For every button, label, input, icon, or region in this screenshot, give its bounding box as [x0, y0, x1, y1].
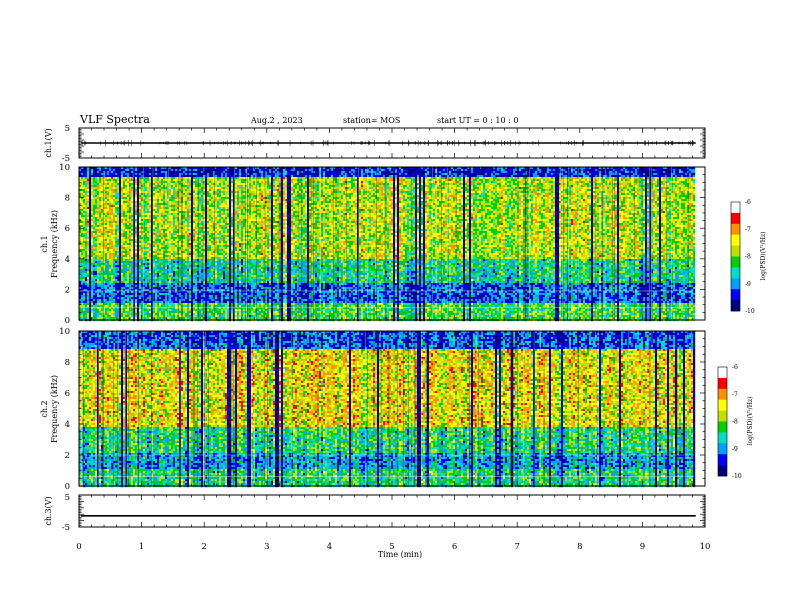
ch1-colorbar-tick-m7: -7	[745, 226, 751, 233]
ch2-colorbar: -6 -7 -8 -9 -10 log(PSD)(V²/Hz)	[718, 364, 754, 480]
ch1-yticks: 0 2 4 6 8 10	[59, 163, 70, 326]
ch1-frequency-ylabel: Frequency (kHz)	[50, 210, 59, 278]
ch2-colorbar-tick-m10: -10	[732, 473, 742, 480]
ch1-colorbar-label: log(PSD)(V²/Hz)	[760, 232, 767, 281]
ch2-spectrogram-image	[79, 331, 695, 487]
ch1-ytick-0: 0	[65, 316, 70, 326]
ch2-ytick-8: 8	[65, 358, 70, 368]
ch3-ytick-top: 5	[65, 493, 70, 503]
x-tick-7: 7	[514, 542, 519, 552]
ch2-ytick-6: 6	[65, 389, 70, 399]
ch1-spectrogram-panel: 0 2 4 6 8 10 ch.1 Frequency (kHz) -6 -7 …	[40, 163, 767, 326]
ch2-ytick-4: 4	[65, 420, 70, 430]
ch2-ytick-0: 0	[65, 482, 70, 492]
x-tick-2: 2	[201, 542, 206, 552]
ch2-ytick-10: 10	[59, 327, 70, 337]
ch1-channel-label: ch.1	[40, 235, 49, 252]
ch2-colorbar-tick-m8: -8	[732, 419, 738, 426]
ch2-colorbar-label: log(PSD)(V²/Hz)	[747, 397, 754, 446]
ch2-colorbar-tick-m9: -9	[732, 446, 738, 453]
date-label: Aug.2 , 2023	[250, 116, 303, 125]
x-tick-0: 0	[76, 542, 81, 552]
ch2-frequency-ylabel: Frequency (kHz)	[50, 375, 59, 443]
ch3-waveform-ylabel: ch.3(V)	[44, 496, 53, 525]
x-tick-6: 6	[452, 542, 457, 552]
ch1-ytick-2: 2	[65, 285, 70, 295]
ch1-colorbar-tick-m8: -8	[745, 254, 751, 261]
ch1-ytick-6: 6	[65, 224, 70, 234]
figure-title: VLF Spectra	[79, 113, 150, 126]
x-tick-1: 1	[139, 542, 144, 552]
ch2-ytick-2: 2	[65, 451, 70, 461]
ch1-colorbar-tick-m6: -6	[745, 199, 751, 206]
ch3-ytick-bottom: -5	[62, 523, 70, 533]
ch1-colorbar-tick-m10: -10	[745, 308, 755, 315]
start-time-label: start UT = 0 : 10 : 0	[437, 116, 518, 125]
vlf-figure: VLF Spectra Aug.2 , 2023 station= MOS st…	[0, 0, 792, 612]
station-label: station= MOS	[343, 116, 400, 125]
x-tick-8: 8	[577, 542, 582, 552]
ch2-colorbar-tick-m6: -6	[732, 364, 738, 371]
ch2-yticks: 0 2 4 6 8 10	[59, 327, 70, 492]
ch1-waveform-ylabel: ch.1(V)	[44, 128, 53, 157]
ch1-waveform-panel: 5 -5 ch.1(V)	[44, 124, 705, 164]
ch1-ytick-10: 10	[59, 163, 70, 173]
x-tick-10: 10	[700, 542, 711, 552]
ch1-colorbar-tick-m9: -9	[745, 281, 751, 288]
x-tick-9: 9	[640, 542, 645, 552]
ch1-waveform-trace	[81, 140, 696, 146]
ch1-colorbar: -6 -7 -8 -9 -10 log(PSD)(V²/Hz)	[731, 199, 767, 315]
ch2-colorbar-tick-m7: -7	[732, 391, 738, 398]
x-axis: 0 1 2 3 4 5 6 7 8 9 10 Time (min)	[76, 542, 710, 559]
x-tick-4: 4	[327, 542, 332, 552]
ch2-channel-label: ch.2	[40, 400, 49, 417]
ch3-waveform-panel: 5 -5 ch.3(V)	[44, 493, 705, 533]
ch1-spectrogram-image	[79, 167, 695, 321]
x-axis-label: Time (min)	[378, 550, 422, 559]
ch1-ytick-top: 5	[65, 124, 70, 134]
ch1-ytick-8: 8	[65, 194, 70, 204]
ch1-ytick-4: 4	[65, 255, 70, 265]
x-tick-3: 3	[264, 542, 269, 552]
ch2-spectrogram-panel: 0 2 4 6 8 10 ch.2 Frequency (kHz) -6 -7 …	[40, 327, 754, 492]
